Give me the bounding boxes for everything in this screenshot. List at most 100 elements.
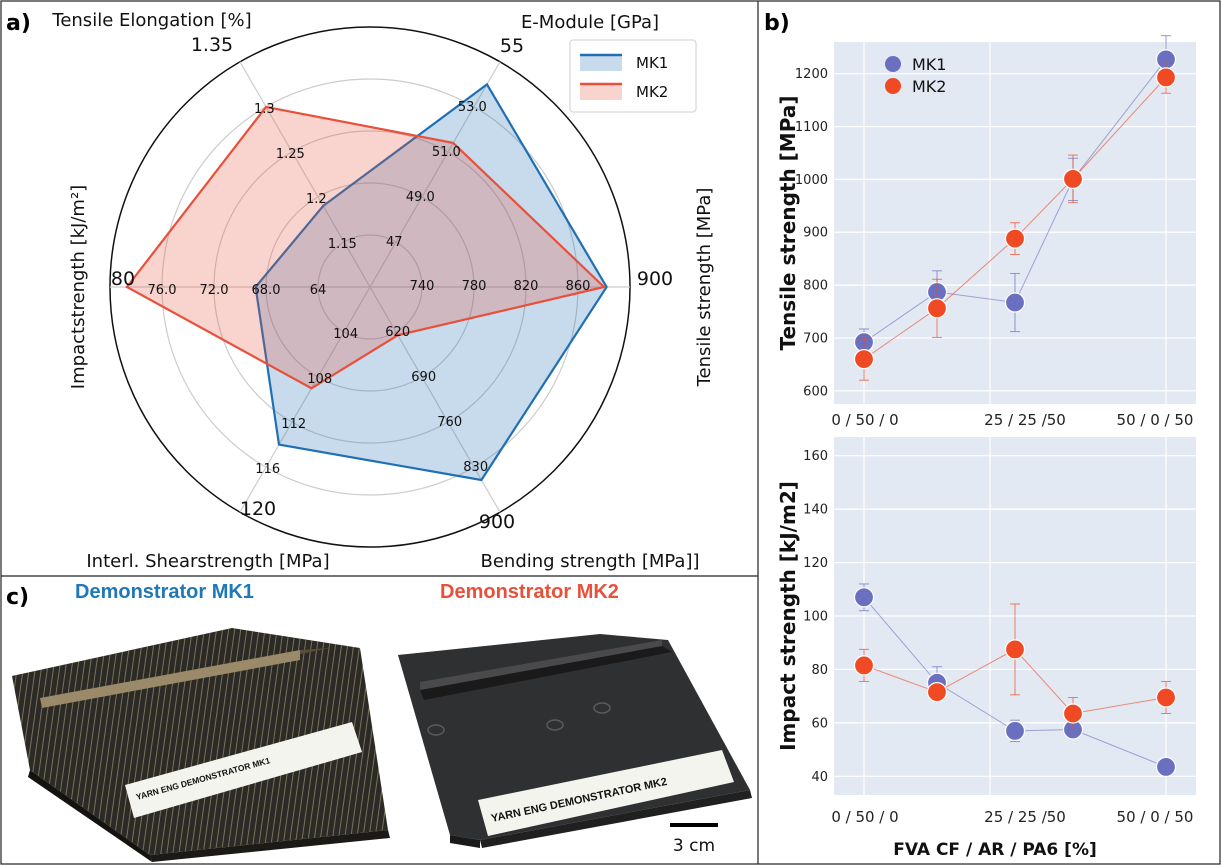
radar-tick-label: 1.25 [276,147,305,162]
radar-axis-max-label: 1.35 [191,34,233,56]
data-point-mk2 [1155,67,1177,88]
y-tick-label: 800 [803,279,828,294]
radar-tick-label: 830 [463,460,488,475]
radar-tick-label: 72.0 [200,283,229,298]
radar-tick-label: 820 [514,279,539,294]
demonstrator-mk1-photo: YARN ENG DEMONSTRATOR MK1 [12,628,390,862]
radar-tick-label: 53.0 [458,100,487,115]
scale-bar-label: 3 cm [673,836,715,856]
mk1-label-strip [125,722,362,818]
y-tick-label: 1200 [795,67,828,82]
radar-tick-label: 112 [281,417,306,432]
radar-axis-label: Tensile strength [MPa] [694,188,715,388]
data-point-mk2 [853,349,875,370]
panel-label-a: a) [6,11,31,36]
radar-axis-label: Impactstrength [kJ/m²] [68,185,89,389]
legend-label-mk1: MK1 [636,54,668,72]
radar-axis-label: Bending strength [MPa]] [480,551,699,572]
x-tick-label: 50 / 0 / 50 [1117,808,1194,826]
radar-tick-label: 49.0 [406,190,435,205]
radar-spoke-1 [369,61,501,288]
mk2-hole-1 [427,724,445,736]
radar-legend: MK1 MK2 [569,39,697,113]
radar-axis-label: E-Module [GPa] [521,12,659,33]
demonstrator-mk1-title: Demonstrator MK1 [75,581,254,603]
radar-spoke-6 [239,61,371,288]
radar-tick-label: 104 [333,327,358,342]
radar-axis-max-label: 900 [637,268,673,290]
mk2-plate-edge-front [480,790,752,848]
y-tick-label: 1000 [795,173,828,188]
y-tick-label: 900 [803,226,828,241]
mk2-plate-edge [450,835,480,848]
radar-tick-label: 620 [385,325,410,340]
radar-spoke-4 [239,286,371,513]
y-tick-label: 100 [803,610,828,625]
scatter-legend-label-mk2: MK2 [912,77,946,96]
demonstrator-mk2-photo: YARN ENG DEMONSTRATOR MK2 [398,634,752,848]
y-tick-label: 40 [811,770,828,785]
mk2-hole-3 [593,702,611,714]
radar-spoke-3 [369,286,501,513]
y-tick-label: 700 [803,331,828,346]
x-tick-label: 0 / 50 / 0 [831,411,898,429]
radar-tick-label: 780 [462,279,487,294]
x-tick-label: 25 / 25 /50 [984,411,1066,429]
y-tick-label: 120 [803,556,828,571]
mk2-rib-top [420,640,662,690]
legend-swatch-mk1 [580,55,622,71]
mk2-hole-2 [546,719,564,731]
data-point-mk1 [1004,292,1026,313]
mk1-plate-edge [28,770,152,862]
y-tick-label: 60 [811,716,828,731]
radar-axis-label: Interl. Shearstrength [MPa] [86,551,329,572]
x-tick-label: 0 / 50 / 0 [831,808,898,826]
scatter-legend: MK1 MK2 [885,55,946,96]
radar-tick-label: 47 [386,235,403,250]
y-tick-label: 160 [803,449,828,464]
x-tick-label: 25 / 25 /50 [984,808,1066,826]
legend-swatch-mk2 [580,84,622,100]
radar-tick-label: 740 [410,279,435,294]
demonstrator-photos: Demonstrator MK1 Demonstrator MK2 YARN E… [12,581,752,862]
y-tick-label: 600 [803,384,828,399]
data-point-mk2 [1062,703,1084,724]
radar-legend-box [569,39,697,113]
radar-axis-max-label: 80 [111,268,135,290]
radar-series-mk2 [125,105,607,390]
radar-tick-label: 116 [255,462,280,477]
data-point-mk2 [1062,168,1084,189]
x-axis-title: FVA CF / AR / PA6 [%] [893,840,1097,860]
legend-label-mk2: MK2 [636,83,668,101]
mk1-plate-edge-front [150,830,390,862]
mk1-rib-highlight [40,650,300,708]
radar-tick-label: 1.3 [254,102,275,117]
radar-tick-label: 690 [411,370,436,385]
impact-strength-plot: 40 60 80 100 120 140 160 0 / 50 / 0 25 / 25 /50 5… [776,437,1196,826]
scatter-legend-label-mk1: MK1 [912,55,946,74]
radar-tick-label: 64 [310,283,327,298]
mk2-rib [420,646,672,700]
mk1-plate-fibers [12,628,388,855]
panel-label-c: c) [6,585,29,610]
legend-marker-mk1 [885,56,901,72]
data-point-mk1 [1004,720,1026,742]
radar-tick-label: 68.0 [252,283,281,298]
radar-tick-label: 760 [437,415,462,430]
demonstrator-mk2-title: Demonstrator MK2 [440,581,619,603]
panel-label-b: b) [764,11,790,36]
data-point-mk2 [926,681,948,703]
radar-tick-label: 1.15 [328,237,357,252]
radar-series-mk1 [254,82,608,482]
y-axis-title: Tensile strength [MPa] [776,96,800,351]
mk2-label-strip [478,750,734,836]
data-point-mk2 [1004,228,1026,249]
radar-axis-max-label: 120 [240,498,276,520]
radar-tick-label: 51.0 [432,145,461,160]
x-tick-label: 50 / 0 / 50 [1117,411,1194,429]
radar-axis-label: Tensile Elongation [%] [51,10,251,31]
y-axis-title: Impact strength [kJ/m2] [776,481,800,751]
y-tick-label: 140 [803,503,828,518]
